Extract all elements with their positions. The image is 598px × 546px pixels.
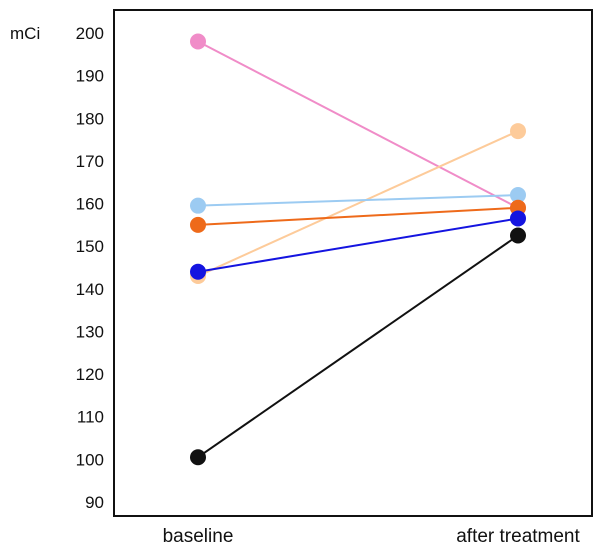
data-point	[510, 123, 526, 140]
y-tick-label: 120	[76, 365, 104, 384]
series-line	[197, 130, 519, 277]
y-axis-unit-label: mCi	[10, 24, 40, 43]
series-line	[197, 234, 519, 459]
series-5	[190, 227, 526, 466]
series-3	[190, 199, 526, 233]
series-lines	[190, 33, 526, 466]
data-point	[190, 197, 206, 214]
y-tick-label: 180	[76, 109, 104, 128]
data-point	[510, 210, 526, 227]
y-tick-label: 150	[76, 237, 104, 256]
y-tick-label: 100	[76, 450, 104, 469]
y-tick-label: 190	[76, 67, 104, 86]
y-tick-label: 200	[76, 24, 104, 43]
series-line	[197, 206, 519, 226]
y-tick-label: 90	[85, 493, 104, 512]
y-tick-label: 170	[76, 152, 104, 171]
y-tick-label: 110	[77, 408, 104, 427]
series-2	[190, 187, 526, 214]
y-tick-label: 140	[76, 280, 104, 299]
data-point	[510, 187, 526, 204]
series-4	[190, 210, 526, 280]
series-0	[190, 33, 526, 216]
y-tick-label: 130	[76, 322, 104, 341]
series-line	[197, 40, 519, 209]
series-line	[197, 194, 519, 207]
data-point	[190, 33, 206, 50]
x-category-label: baseline	[163, 526, 234, 546]
data-point	[190, 216, 206, 233]
y-tick-label: 160	[76, 195, 104, 214]
series-line	[197, 217, 519, 273]
data-point	[190, 449, 206, 466]
data-point	[190, 263, 206, 280]
plot-frame	[113, 9, 593, 517]
data-point	[510, 227, 526, 244]
y-tick-labels: 90 100 110 120 130 140 150 160 170 180 190 200	[76, 24, 104, 512]
x-category-labels: baseline after treatment	[163, 526, 581, 546]
x-category-label: after treatment	[456, 526, 580, 546]
